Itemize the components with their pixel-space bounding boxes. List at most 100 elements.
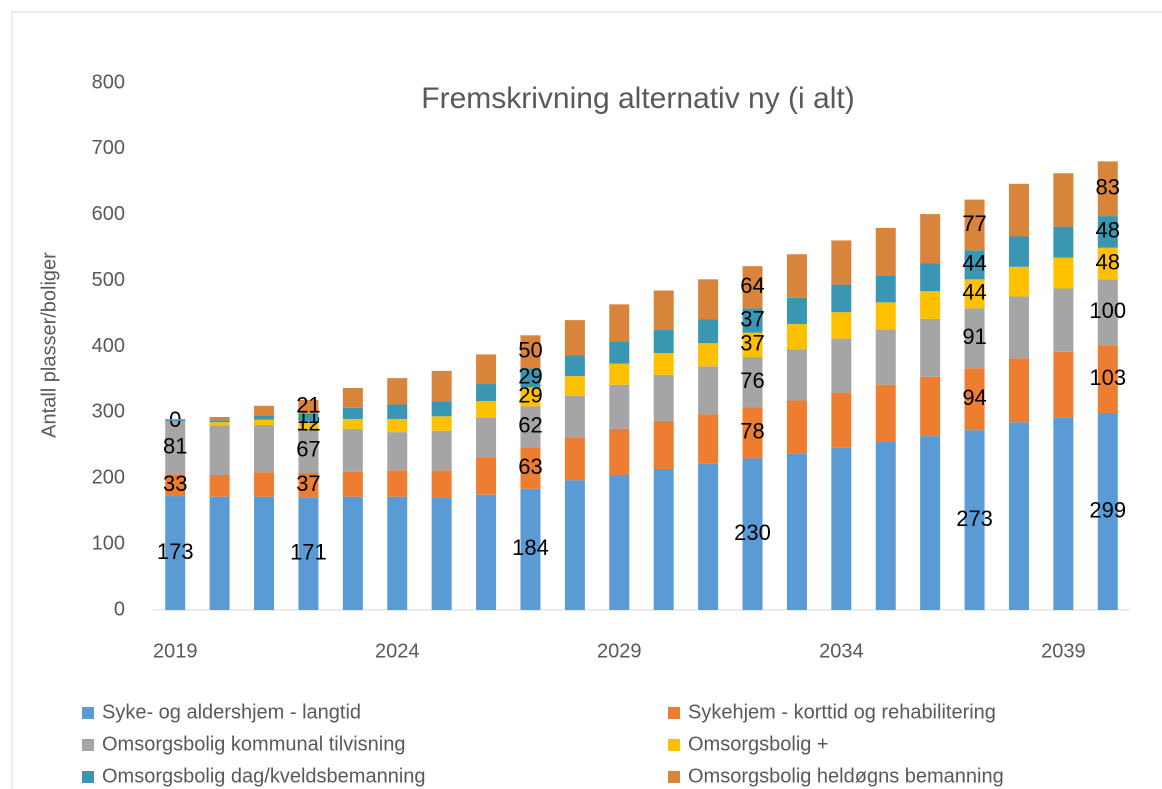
bar-segment: [564, 395, 585, 438]
y-tick-label: 200: [92, 467, 125, 489]
data-label: 37: [740, 331, 764, 356]
bar-segment: [387, 418, 408, 433]
bar-segment: [831, 312, 852, 339]
bar-segment: [342, 407, 363, 419]
bar-segment: [431, 470, 452, 499]
legend-swatch: [82, 707, 94, 719]
bar-segment: [964, 250, 985, 280]
bar-segment: [431, 401, 452, 417]
bar-segment: [609, 363, 630, 385]
bar-segment: [831, 392, 852, 448]
bar-segment: [1097, 247, 1118, 280]
bar-segment: [1053, 173, 1074, 227]
bar-segment: [1097, 161, 1118, 217]
bar-segment: [920, 263, 941, 292]
bar-segment: [476, 401, 497, 418]
data-label: 171: [290, 539, 327, 564]
bar-segment: [209, 474, 230, 497]
bar-segment: [831, 447, 852, 610]
bar-segment: [1097, 345, 1118, 414]
bar-segment: [1008, 266, 1029, 297]
bar-segment: [254, 415, 275, 420]
bar-segment: [609, 428, 630, 475]
bar-segment: [698, 343, 719, 367]
bar-segment: [209, 422, 230, 426]
data-label: 63: [518, 454, 542, 479]
bar-segment: [298, 472, 319, 498]
legend-swatch: [668, 771, 680, 783]
bar-segment: [786, 349, 807, 401]
bar-segment: [698, 279, 719, 320]
bar-segment: [964, 368, 985, 431]
y-tick-label: 700: [92, 137, 125, 159]
y-tick-label: 800: [92, 71, 125, 93]
bar-segment: [209, 420, 230, 423]
bar-segment: [1008, 183, 1029, 237]
bar-segment: [476, 384, 497, 402]
data-label: 91: [962, 324, 986, 349]
data-label: 273: [956, 506, 993, 531]
data-label: 299: [1089, 497, 1126, 522]
bar-segment: [786, 400, 807, 454]
bar-segment: [298, 420, 319, 429]
bar-segment: [609, 384, 630, 429]
bar-segment: [564, 355, 585, 377]
bar-segment: [564, 480, 585, 610]
data-label: 37: [296, 471, 320, 496]
bar-segment: [431, 370, 452, 402]
bar-segment: [742, 308, 763, 333]
bar-segment: [831, 240, 852, 285]
data-label: 77: [962, 211, 986, 236]
y-axis-label: Antall plasser/boliger: [38, 252, 60, 438]
bar-segment: [742, 357, 763, 408]
legend-swatch: [82, 771, 94, 783]
x-tick-label: 2039: [1041, 640, 1086, 662]
y-tick-label: 400: [92, 335, 125, 357]
bar-segment: [609, 341, 630, 364]
bar-segment: [875, 442, 896, 610]
bar-segment: [476, 354, 497, 385]
bar-segment: [298, 497, 319, 610]
bar-segment: [1008, 358, 1029, 423]
bar-segment: [342, 388, 363, 408]
bar-segment: [476, 494, 497, 610]
data-label: 100: [1089, 298, 1126, 323]
bar-segment: [653, 353, 674, 375]
legend-swatch: [668, 739, 680, 751]
bar-segment: [964, 199, 985, 251]
bar-segment: [209, 416, 230, 421]
data-label: 62: [518, 413, 542, 438]
data-label: 81: [163, 433, 187, 458]
bar-segment: [254, 405, 275, 416]
bar-segment: [653, 290, 674, 331]
y-tick-label: 600: [92, 203, 125, 225]
bar-segment: [342, 428, 363, 472]
chart-frame: [11, 11, 1162, 789]
bar-segment: [342, 496, 363, 610]
data-label: 76: [740, 368, 764, 393]
legend-label: Omsorgsbolig heldøgns bemanning: [688, 765, 1004, 787]
bar-segment: [920, 291, 941, 319]
chart-title: Fremskrivning alternativ ny (i alt): [421, 82, 854, 115]
bar-segment: [165, 474, 186, 497]
data-label: 173: [157, 539, 194, 564]
bar-segment: [786, 453, 807, 610]
bar-segment: [653, 330, 674, 354]
bar-segment: [1053, 226, 1074, 258]
bar-segment: [920, 436, 941, 610]
bar-segment: [520, 488, 541, 610]
data-label: 48: [1096, 249, 1120, 274]
bar-segment: [1097, 279, 1118, 346]
bar-segment: [520, 447, 541, 489]
data-label: 44: [962, 280, 986, 305]
bar-segment: [342, 471, 363, 497]
bar-segment: [1008, 296, 1029, 359]
bar-segment: [387, 470, 408, 497]
bar-segment: [698, 319, 719, 344]
bar-segment: [342, 418, 363, 429]
bar-segment: [298, 399, 319, 414]
bar-segment: [653, 374, 674, 421]
bar-segment: [920, 376, 941, 437]
bar-segment: [387, 404, 408, 419]
